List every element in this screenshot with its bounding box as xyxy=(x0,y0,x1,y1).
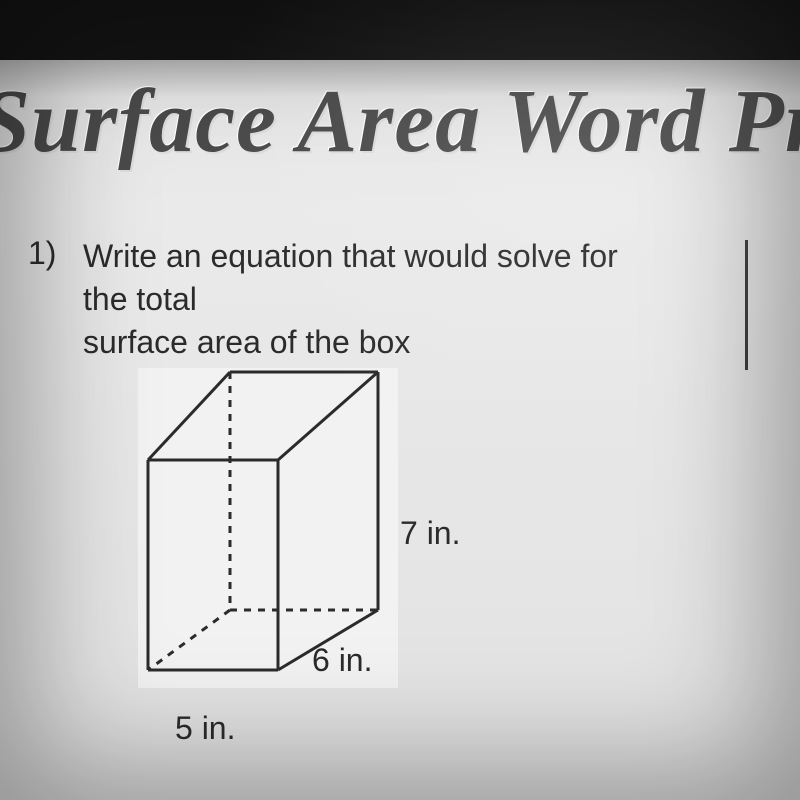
problem-text: Write an equation that would solve for t… xyxy=(83,235,668,365)
dimension-length-label: 5 in. xyxy=(175,710,235,747)
prism-hidden-edges xyxy=(148,372,378,670)
dimension-height-label: 7 in. xyxy=(400,515,460,552)
problem-number: 1) xyxy=(28,235,56,272)
photo-of-screen: Surface Area Word Prob 1) Write an equat… xyxy=(0,0,800,800)
dimension-width-label: 6 in. xyxy=(312,642,372,679)
worksheet-page: Surface Area Word Prob 1) Write an equat… xyxy=(0,60,800,800)
problem-line-1: Write an equation that would solve for t… xyxy=(83,238,618,317)
worksheet-title: Surface Area Word Prob xyxy=(0,72,800,171)
column-divider xyxy=(745,240,748,370)
rectangular-prism-svg xyxy=(100,360,480,780)
prism-visible-edges xyxy=(148,372,378,670)
device-topbar xyxy=(0,0,800,60)
worksheet-title-row: Surface Area Word Prob xyxy=(0,70,800,173)
problem-line-2: surface area of the box xyxy=(83,324,410,360)
box-figure: 7 in. 6 in. 5 in. xyxy=(100,360,480,780)
